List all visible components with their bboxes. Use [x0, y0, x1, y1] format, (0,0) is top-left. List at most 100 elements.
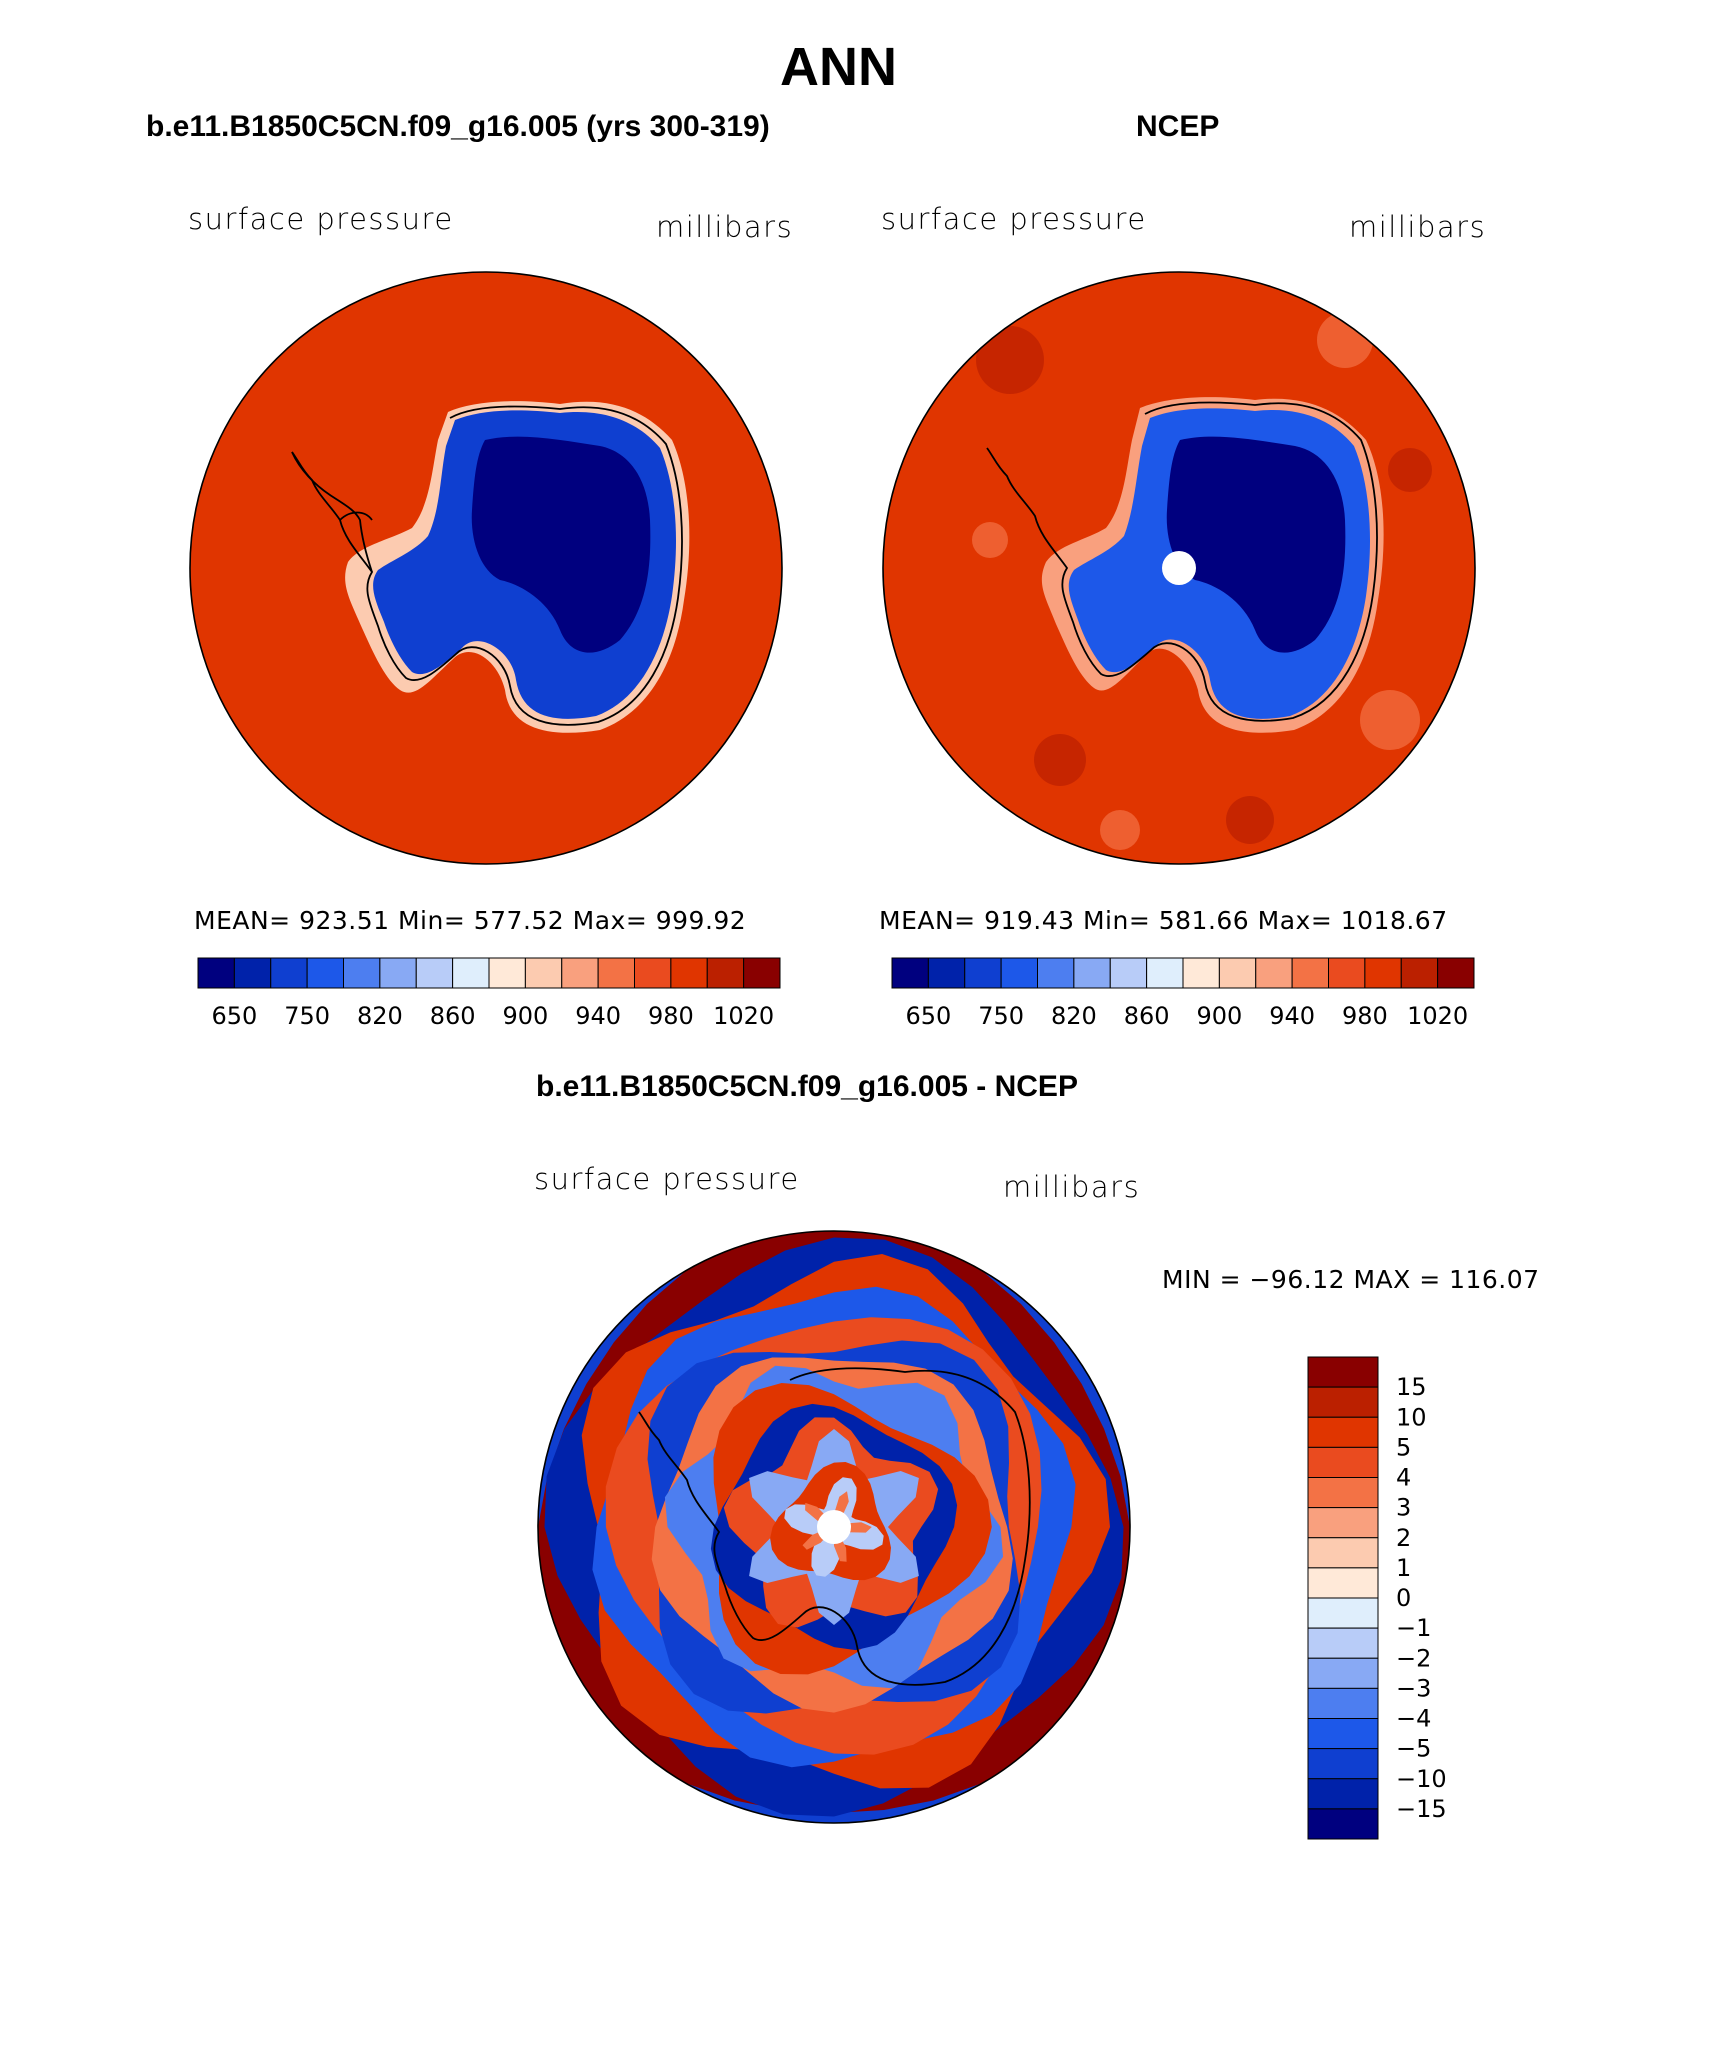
colorbar-tick-label: −5 — [1396, 1735, 1431, 1763]
colorbar-swatch — [1307, 1416, 1379, 1448]
colorbar-swatch — [1307, 1687, 1379, 1719]
panel-2-colorbar: 650 750 820 860 900 940 980 1020 — [891, 957, 1475, 1030]
colorbar-swatch — [488, 957, 526, 989]
colorbar-swatch — [1109, 957, 1148, 989]
colorbar-swatch — [1328, 957, 1366, 989]
colorbar-tick-label: 1 — [1396, 1554, 1411, 1582]
colorbar-tick-label: −3 — [1396, 1674, 1431, 1702]
colorbar-tick-label: 820 — [357, 1002, 403, 1030]
panel-2-variable-label: surface pressure — [881, 202, 1147, 236]
colorbar-swatch — [670, 957, 708, 989]
colorbar-swatch — [306, 957, 344, 989]
colorbar-swatch — [1307, 1386, 1379, 1418]
colorbar-tick-label: 860 — [430, 1002, 476, 1030]
panel-2-ocean-cell — [976, 326, 1044, 394]
colorbar-swatch — [524, 957, 563, 989]
panel-2-ocean-cell — [1034, 734, 1086, 786]
panel-2-units-label: millibars — [1349, 210, 1487, 244]
colorbar-swatch — [1307, 1718, 1379, 1750]
panel-1-plateau-core — [471, 436, 651, 653]
panel-1-map — [189, 271, 783, 865]
panel-2-coastline — [986, 401, 1378, 722]
colorbar-swatch — [597, 957, 635, 989]
colorbar-swatch — [1364, 957, 1402, 989]
colorbar-swatch — [1307, 1537, 1379, 1569]
colorbar-tick-label: 900 — [1196, 1002, 1242, 1030]
colorbar-swatch — [1307, 1597, 1379, 1629]
colorbar-tick-label: 650 — [211, 1002, 257, 1030]
panel-3-units-label: millibars — [1003, 1170, 1141, 1204]
colorbar-tick-label: −1 — [1396, 1614, 1431, 1642]
colorbar-swatch — [1000, 957, 1038, 989]
panel-2-ocean-cell — [1100, 810, 1140, 850]
colorbar-tick-label: 820 — [1051, 1002, 1097, 1030]
panel-2-ocean-cell — [972, 522, 1008, 558]
colorbar-tick-label: 980 — [648, 1002, 694, 1030]
colorbar-swatch — [1291, 957, 1329, 989]
colorbar-tick-label: 15 — [1396, 1373, 1427, 1401]
colorbar-swatch — [1255, 957, 1293, 989]
panel-2-map-border — [882, 271, 1476, 865]
colorbar-swatch — [1307, 1446, 1379, 1478]
colorbar-swatch — [1307, 1356, 1379, 1388]
colorbar-swatch — [1307, 1567, 1379, 1599]
colorbar-swatch — [1307, 1477, 1379, 1509]
colorbar-swatch — [1218, 957, 1257, 989]
panel-1-colorbar: 650 750 820 860 900 940 980 1020 — [197, 957, 781, 1030]
colorbar-tick-label: 750 — [978, 1002, 1024, 1030]
colorbar-tick-label: −15 — [1396, 1795, 1447, 1823]
colorbar-swatch — [379, 957, 417, 989]
panel-1-title: b.e11.B1850C5CN.f09_g16.005 (yrs 300-319… — [146, 110, 770, 143]
page-title: ANN — [780, 37, 897, 97]
colorbar-tick-label: −10 — [1396, 1765, 1447, 1793]
panel-3-title: b.e11.B1850C5CN.f09_g16.005 - NCEP — [536, 1070, 1078, 1103]
colorbar-swatch — [634, 957, 672, 989]
colorbar-tick-label: 2 — [1396, 1524, 1411, 1552]
colorbar-swatch — [270, 957, 308, 989]
panel-1-variable-label: surface pressure — [188, 202, 454, 236]
colorbar-tick-label: 5 — [1396, 1433, 1411, 1461]
panel-2-stats: MEAN= 919.43 Min= 581.66 Max= 1018.67 — [879, 906, 1448, 935]
colorbar-tick-label: 940 — [575, 1002, 621, 1030]
panel-1-stats: MEAN= 923.51 Min= 577.52 Max= 999.92 — [194, 906, 747, 935]
panel-3-map — [537, 1230, 1131, 1824]
colorbar-swatch — [233, 957, 272, 989]
panel-3-map-border — [537, 1230, 1131, 1824]
colorbar-tick-label: 900 — [502, 1002, 548, 1030]
colorbar-swatch — [1182, 957, 1220, 989]
panel-2-ocean-cell — [1226, 796, 1274, 844]
panel-1-units-label: millibars — [656, 210, 794, 244]
panel-3-variable-label: surface pressure — [534, 1162, 800, 1196]
panel-1-peninsula-coast — [291, 451, 373, 573]
panel-2-plateau-core — [1166, 436, 1346, 653]
colorbar-swatch — [197, 957, 235, 989]
colorbar-tick-label: 860 — [1124, 1002, 1170, 1030]
colorbar-tick-label: 1020 — [713, 1002, 774, 1030]
colorbar-swatch — [1437, 957, 1475, 989]
colorbar-tick-label: 0 — [1396, 1584, 1411, 1612]
panel-3-coastline — [638, 1367, 1031, 1686]
colorbar-tick-label: −2 — [1396, 1644, 1431, 1672]
panel-2-map — [882, 271, 1476, 865]
panel-2-ocean-cell — [1388, 448, 1432, 492]
colorbar-swatch — [1307, 1748, 1379, 1780]
colorbar-tick-label: 980 — [1342, 1002, 1388, 1030]
colorbar-swatch — [743, 957, 781, 989]
colorbar-tick-label: 1020 — [1407, 1002, 1468, 1030]
colorbar-swatch — [891, 957, 929, 989]
panel-1-coastline — [291, 405, 683, 726]
colorbar-swatch — [1146, 957, 1184, 989]
colorbar-swatch — [1400, 957, 1439, 989]
colorbar-tick-label: −4 — [1396, 1705, 1431, 1733]
colorbar-swatch — [415, 957, 454, 989]
colorbar-swatch — [561, 957, 599, 989]
colorbar-swatch — [1307, 1507, 1379, 1539]
colorbar-swatch — [343, 957, 381, 989]
colorbar-tick-label: 10 — [1396, 1403, 1427, 1431]
panel-1-map-border — [189, 271, 783, 865]
colorbar-swatch — [452, 957, 490, 989]
colorbar-swatch — [1307, 1808, 1379, 1840]
colorbar-swatch — [964, 957, 1002, 989]
colorbar-swatch — [927, 957, 966, 989]
